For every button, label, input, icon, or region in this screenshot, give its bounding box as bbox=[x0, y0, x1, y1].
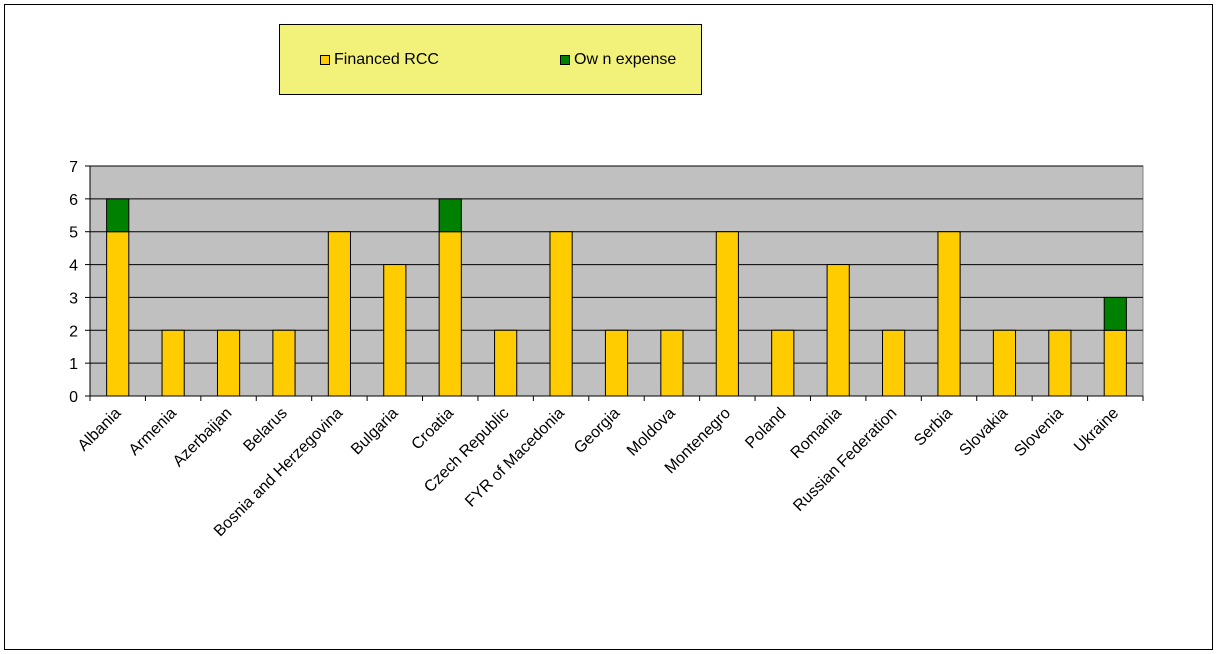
bar-segment-financed-rcc bbox=[992, 329, 1017, 397]
legend: Financed RCC Ow n expense bbox=[279, 24, 702, 95]
y-tick-label: 7 bbox=[69, 159, 78, 176]
x-tick-label: Ukraine bbox=[1071, 405, 1122, 456]
legend-swatch-financed-rcc bbox=[320, 55, 330, 65]
bar-segment-financed-rcc bbox=[715, 231, 739, 397]
bar-segment-financed-rcc bbox=[327, 231, 351, 397]
x-tick-label: Poland bbox=[742, 405, 789, 452]
y-tick-label: 3 bbox=[69, 290, 78, 307]
bar-segment-financed-rcc bbox=[1103, 329, 1127, 397]
legend-item-own-expense: Ow n expense bbox=[560, 50, 676, 70]
x-tick-label: Slovenia bbox=[1011, 405, 1066, 460]
bar-segment-financed-rcc bbox=[604, 329, 629, 397]
legend-swatch-own-expense bbox=[560, 55, 570, 65]
bar-segment-financed-rcc bbox=[1048, 329, 1072, 397]
bar-segment-financed-rcc bbox=[771, 329, 795, 397]
bar-segment-financed-rcc bbox=[272, 329, 296, 397]
y-tick-label: 6 bbox=[69, 192, 78, 209]
y-tick-label: 5 bbox=[69, 225, 78, 242]
x-tick-label: Russian Federation bbox=[790, 405, 900, 515]
y-tick-label: 2 bbox=[69, 323, 78, 340]
bar-segment-financed-rcc bbox=[161, 329, 185, 397]
x-tick-label: Serbia bbox=[911, 405, 956, 450]
bar-segment-own-expense bbox=[106, 198, 130, 233]
x-tick-label: Azerbaijan bbox=[170, 405, 235, 470]
bar-segment-financed-rcc bbox=[549, 231, 573, 397]
x-tick-label: Slovakia bbox=[956, 405, 1011, 460]
legend-label-financed-rcc: Financed RCC bbox=[334, 51, 439, 68]
x-tick-label: Romania bbox=[788, 405, 845, 462]
y-tick-label: 1 bbox=[69, 356, 78, 373]
bar-segment-financed-rcc bbox=[937, 231, 961, 397]
bar-segment-financed-rcc bbox=[216, 329, 241, 397]
bar-segment-financed-rcc bbox=[882, 329, 906, 397]
legend-label-own-expense: Ow n expense bbox=[574, 51, 677, 68]
legend-item-financed-rcc: Financed RCC bbox=[320, 50, 439, 70]
bar-segment-financed-rcc bbox=[383, 264, 407, 397]
bar-segment-financed-rcc bbox=[106, 231, 130, 397]
x-tick-label: Armenia bbox=[126, 405, 180, 459]
bar-segment-financed-rcc bbox=[494, 329, 518, 397]
x-tick-label: Moldova bbox=[624, 405, 679, 460]
x-tick-label: Georgia bbox=[571, 405, 623, 457]
x-tick-label: Croatia bbox=[409, 405, 458, 454]
y-tick-label: 4 bbox=[69, 258, 78, 275]
y-tick-label: 0 bbox=[69, 389, 78, 406]
y-tick-labels: 0 1 2 3 4 5 6 7 bbox=[69, 159, 78, 406]
bar-segment-financed-rcc bbox=[826, 264, 850, 397]
bar-segment-financed-rcc bbox=[438, 231, 462, 397]
bar-segment-own-expense bbox=[1103, 296, 1127, 331]
bar-segment-financed-rcc bbox=[660, 329, 684, 397]
x-tick-label: Albania bbox=[75, 405, 125, 455]
x-tick-label: Belarus bbox=[240, 405, 290, 455]
bar-segment-own-expense bbox=[438, 198, 462, 233]
x-tick-label: FYR of Macedonia bbox=[462, 405, 568, 511]
x-tick-label: Bulgaria bbox=[348, 405, 402, 459]
axes bbox=[85, 165, 1144, 401]
